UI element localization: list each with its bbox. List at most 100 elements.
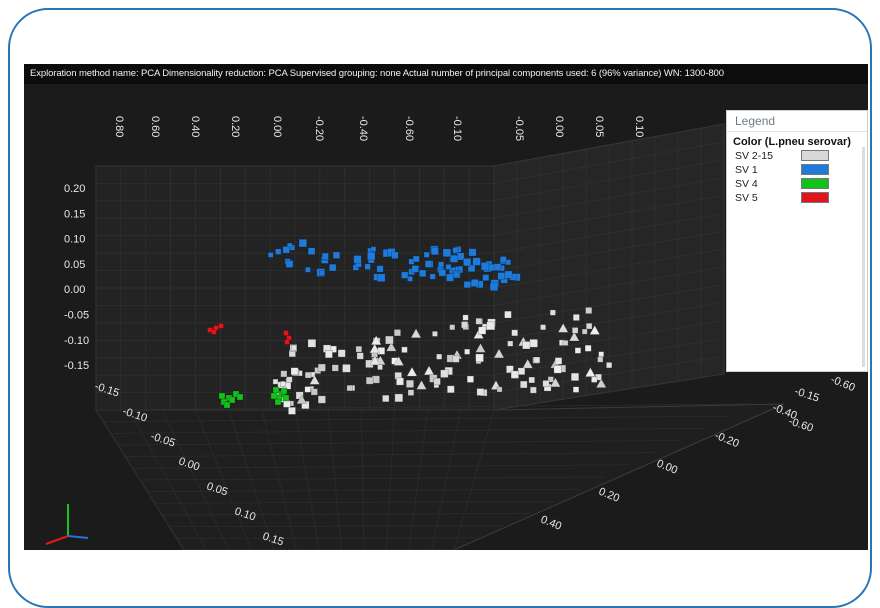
data-point-sv1 xyxy=(364,263,371,270)
legend-item-label: SV 2-15 xyxy=(735,149,773,162)
left-axis-tick-label: 0.05 xyxy=(64,259,85,271)
data-point-sv2-15 xyxy=(324,350,333,359)
data-point-sv2-15 xyxy=(337,349,346,358)
data-point-sv1 xyxy=(429,273,436,280)
data-point-sv4 xyxy=(272,386,280,394)
bottom-right-axis-tick-label: 0.40 xyxy=(539,514,563,533)
data-point-sv2-15 xyxy=(342,364,351,373)
grid-line xyxy=(493,355,725,393)
right-axis-tick-label: -0.15 xyxy=(793,385,821,404)
plot-info-header: Exploration method name: PCA Dimensional… xyxy=(24,64,868,84)
data-point-sv1 xyxy=(452,247,459,254)
data-point-sv2-15 xyxy=(598,351,605,358)
legend-item: SV 2-15 xyxy=(727,149,867,162)
data-point-sv2-15 xyxy=(597,356,604,363)
legend-item-label: SV 5 xyxy=(735,191,758,204)
data-point-sv2-15 xyxy=(496,386,503,393)
data-point-sv2-15 xyxy=(557,322,569,333)
grid-line xyxy=(103,415,730,423)
data-point-sv2-15 xyxy=(507,340,514,347)
data-point-sv2-15 xyxy=(475,353,484,363)
data-point-sv2-15 xyxy=(568,331,580,342)
data-point-sv1 xyxy=(267,252,274,258)
data-point-sv2-15 xyxy=(405,379,414,388)
grid-line xyxy=(493,373,725,411)
data-point-sv2-15 xyxy=(433,377,441,386)
data-point-sv4 xyxy=(228,396,236,404)
grid-line xyxy=(147,488,580,493)
data-point-sv2-15 xyxy=(396,377,404,386)
data-point-sv1 xyxy=(370,246,377,252)
data-point-sv2-15 xyxy=(365,376,374,385)
legend-scrollbar[interactable] xyxy=(862,147,865,367)
data-point-sv2-15 xyxy=(585,322,593,330)
data-point-sv2-15 xyxy=(446,385,455,394)
grid-line xyxy=(493,123,725,167)
left-axis-tick-label: 0.10 xyxy=(64,234,85,246)
data-point-sv2-15 xyxy=(585,307,593,314)
data-point-sv2-15 xyxy=(304,386,311,393)
data-point-sv4 xyxy=(280,387,288,395)
data-point-sv5 xyxy=(284,339,290,345)
top-axis-tick-label: 0.60 xyxy=(149,116,161,137)
data-point-sv4 xyxy=(223,401,231,409)
data-point-sv2-15 xyxy=(416,379,427,390)
grid-line xyxy=(493,141,725,184)
data-point-sv1 xyxy=(453,271,460,278)
data-point-sv2-15 xyxy=(549,309,556,316)
legend-swatch xyxy=(801,164,829,175)
grid-line xyxy=(261,409,297,550)
data-point-sv1 xyxy=(423,251,430,258)
data-point-sv1 xyxy=(376,273,386,282)
data-point-sv1 xyxy=(353,255,362,264)
data-point-sv2-15 xyxy=(584,344,592,352)
data-point-sv2-15 xyxy=(595,378,607,388)
axis-labels: 0.80 0.60 0.40 0.20 0.00 -0.20 -0.40 -0.60 -0.10… xyxy=(64,116,857,548)
bottom-right-axis-tick-label: -0.20 xyxy=(713,430,741,451)
grid-group xyxy=(95,123,785,550)
legend-swatch xyxy=(801,192,829,203)
grid-line xyxy=(493,177,725,219)
grid-line xyxy=(360,409,365,550)
data-point-sv1 xyxy=(467,264,476,273)
data-point-sv2-15 xyxy=(562,340,569,346)
grid-line xyxy=(195,409,252,550)
data-point-sv1 xyxy=(500,256,507,263)
data-point-sv2-15 xyxy=(436,353,443,360)
grid-line xyxy=(493,195,725,237)
data-point-sv2-15 xyxy=(346,384,353,392)
data-point-sv1 xyxy=(424,260,433,268)
data-point-sv4 xyxy=(274,398,282,406)
legend-item: SV 5 xyxy=(727,191,867,204)
data-point-sv2-15 xyxy=(549,377,561,388)
grid-line xyxy=(228,409,275,550)
data-point-sv2-15 xyxy=(432,330,438,337)
data-point-sv2-15 xyxy=(369,343,381,354)
top-axis-tick-label: 0.00 xyxy=(553,116,565,137)
data-point-sv2-15 xyxy=(296,394,308,404)
data-point-sv1 xyxy=(401,271,409,279)
pca-3d-scatter-plot[interactable]: 0.80 0.60 0.40 0.20 0.00 -0.20 -0.40 -0.60 -0.10… xyxy=(24,64,868,550)
data-point-sv2-15 xyxy=(401,346,408,353)
right-axis-tick-label: -0.60 xyxy=(787,415,815,434)
data-point-sv2-15 xyxy=(529,386,537,394)
data-point-sv1 xyxy=(470,279,479,287)
data-point-sv1 xyxy=(286,242,293,249)
data-point-sv5 xyxy=(218,323,224,329)
x-axis-arrow xyxy=(45,535,69,545)
data-point-sv2-15 xyxy=(280,370,288,378)
data-point-sv2-15 xyxy=(406,366,418,377)
data-point-sv2-15 xyxy=(331,364,339,372)
data-point-sv2-15 xyxy=(572,386,580,393)
data-point-sv2-15 xyxy=(475,342,486,353)
data-point-sv2-15 xyxy=(393,355,405,366)
data-point-sv1 xyxy=(437,261,445,268)
data-point-sv1 xyxy=(307,247,316,255)
data-point-sv2-15 xyxy=(369,355,381,366)
data-point-sv4 xyxy=(236,393,244,401)
data-point-sv2-15 xyxy=(540,324,547,331)
data-point-sv2-15 xyxy=(581,328,588,335)
data-point-sv2-15 xyxy=(606,362,613,369)
data-point-sv1 xyxy=(418,269,427,278)
floor-plane xyxy=(95,403,785,550)
